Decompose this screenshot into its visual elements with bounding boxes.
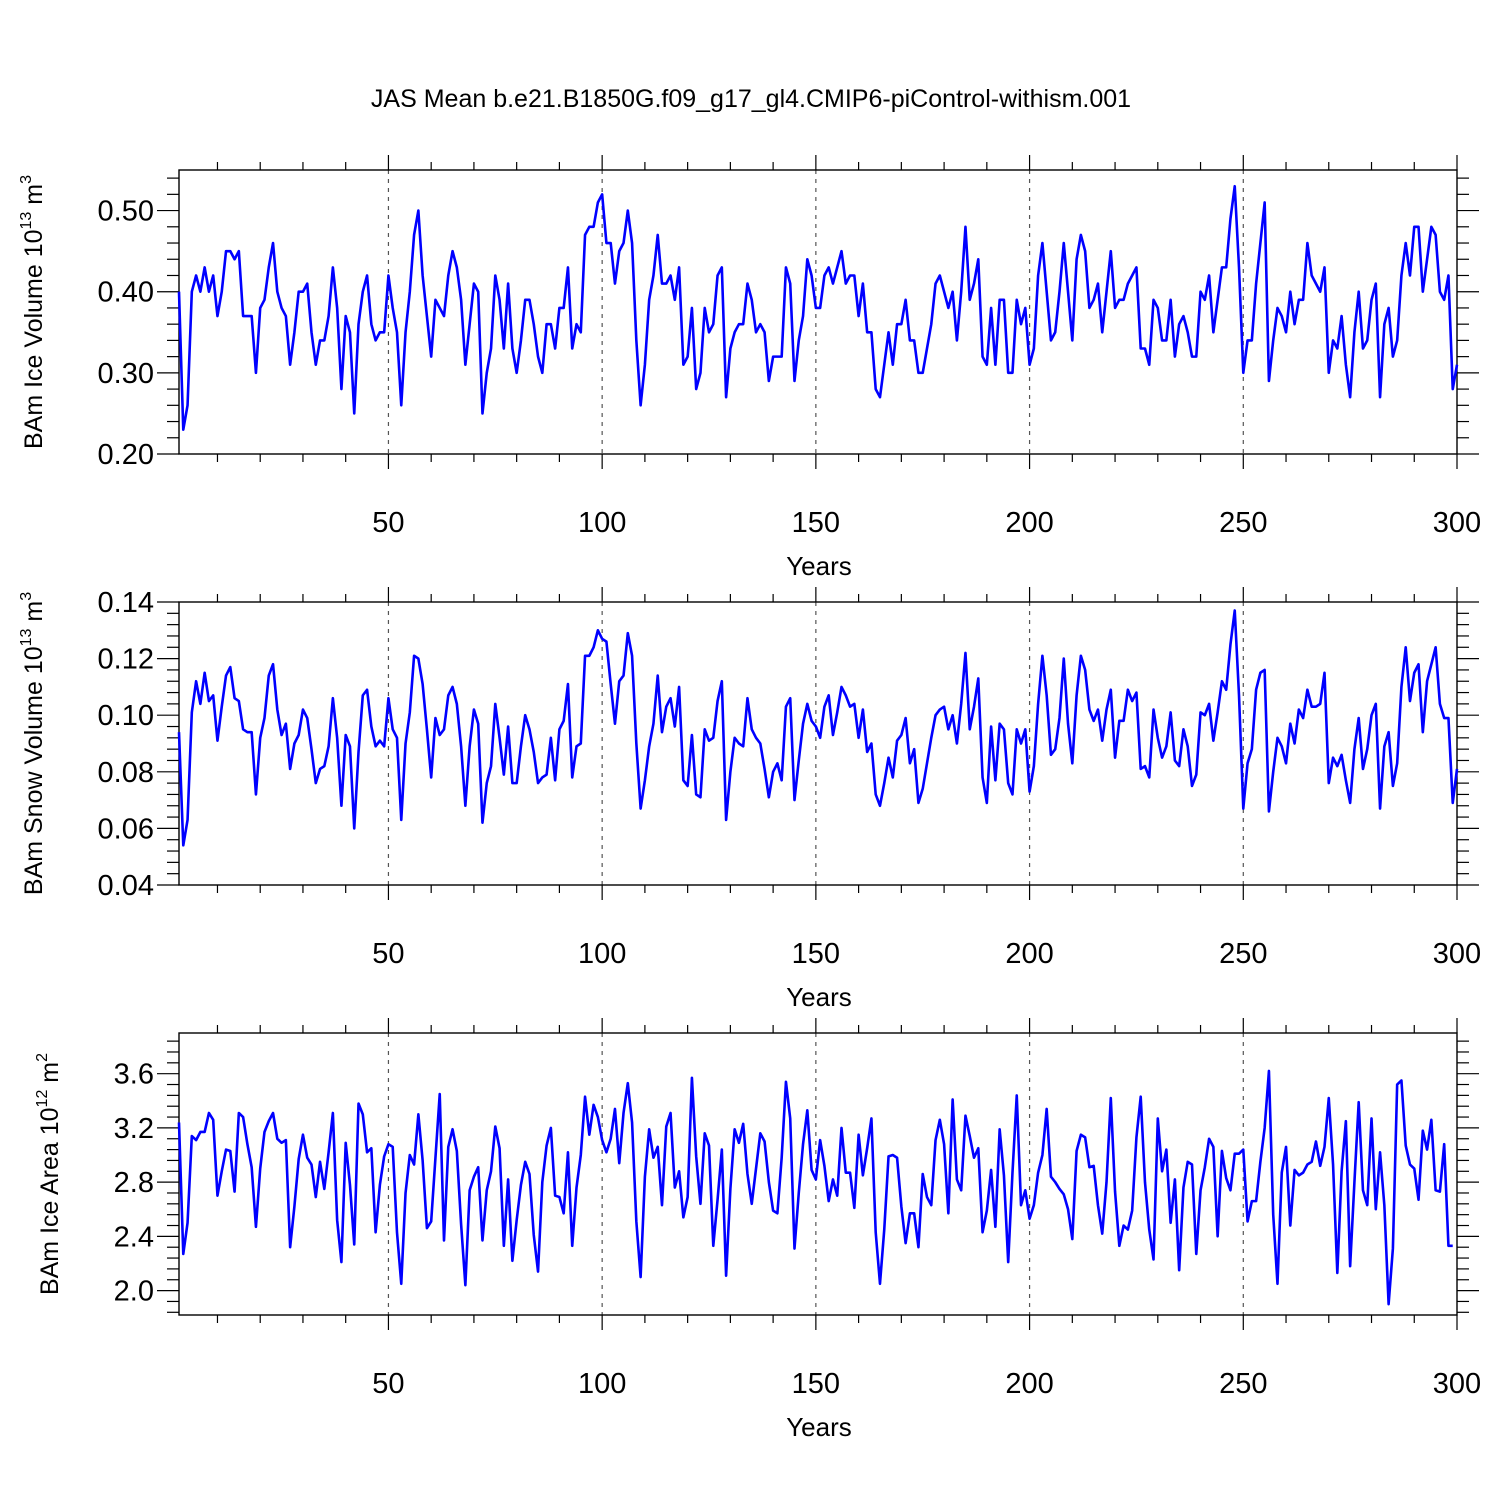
x-tick-label: 150 <box>792 1368 840 1400</box>
panels: 50 100 150 200 250 3000.200.300.400.50YearsBA… <box>18 155 1481 1442</box>
y-tick-label: 3.2 <box>114 1113 154 1145</box>
x-tick-label: 250 <box>1219 938 1267 970</box>
y-label-unit-exponent: 2 <box>34 1053 51 1062</box>
chart-title: JAS Mean b.e21.B1850G.f09_g17_gl4.CMIP6-… <box>371 85 1131 113</box>
y-tick-label: 0.06 <box>98 813 154 845</box>
x-tick-label: 300 <box>1433 938 1481 970</box>
plot-frame <box>178 1032 1458 1316</box>
y-label-unit-exponent: 3 <box>18 175 35 184</box>
y-tick-label: 2.8 <box>114 1167 154 1199</box>
x-axis-label: Years <box>786 982 852 1012</box>
x-tick-label: 300 <box>1433 1368 1481 1400</box>
x-tick-label: 50 <box>372 938 404 970</box>
y-label-unit-exponent: 3 <box>18 592 35 601</box>
y-tick-label: 0.40 <box>98 277 154 309</box>
panel-3: 50 100 150 200 250 300 2.0 2.4 2.8 3.2 3.6 Years BAm… <box>34 1018 1481 1442</box>
y-tick-label: 0.50 <box>98 196 154 228</box>
y-tick-label: 0.08 <box>98 757 154 789</box>
x-axis-label: Years <box>786 1412 852 1442</box>
y-tick-label: 0.20 <box>98 439 154 471</box>
x-tick-label: 50 <box>372 1368 404 1400</box>
y-tick-label: 2.0 <box>114 1276 154 1308</box>
y-axis-label: BAm Snow Volume 1013 m3 <box>18 592 48 895</box>
panel-1: 50 100 150 200 250 300 0.20 0.30 0.40 0.50 Years BA… <box>18 155 1481 581</box>
y-label-unit: m <box>36 1062 64 1090</box>
y-label-exponent: 13 <box>18 628 35 646</box>
series-line <box>177 184 1459 431</box>
y-tick-label: 0.12 <box>98 644 154 676</box>
y-tick-label: 0.30 <box>98 358 154 390</box>
x-tick-label: 250 <box>1219 1368 1267 1400</box>
x-tick-label: 100 <box>578 507 626 539</box>
x-tick-label: 150 <box>792 507 840 539</box>
x-tick-label: 50 <box>372 507 404 539</box>
x-tick-label: 200 <box>1005 938 1053 970</box>
x-tick-label: 100 <box>578 938 626 970</box>
y-tick-label: 2.4 <box>114 1221 154 1253</box>
x-axis-label: Years <box>786 551 852 581</box>
y-label-exponent: 12 <box>34 1090 51 1108</box>
y-label-exponent: 13 <box>18 212 35 230</box>
y-label-text: BAm Ice Area 10 <box>36 1107 64 1295</box>
y-label-unit: m <box>20 184 48 212</box>
y-axis-label: BAm Ice Area 1012 m2 <box>34 1053 64 1295</box>
x-tick-label: 200 <box>1005 1368 1053 1400</box>
y-axis-label: BAm Ice Volume 1013 m3 <box>18 175 48 449</box>
y-tick-label: 0.10 <box>98 700 154 732</box>
series-line <box>177 1069 1453 1306</box>
x-tick-label: 150 <box>792 938 840 970</box>
y-tick-label: 0.04 <box>98 870 154 902</box>
y-label-unit: m <box>20 601 48 629</box>
y-label-text: BAm Snow Volume 10 <box>20 646 48 895</box>
panel-2: 50 100 150 200 250 300 0.04 0.06 0.08 0.10 0.12 0.1… <box>18 587 1481 1012</box>
x-tick-label: 250 <box>1219 507 1267 539</box>
plot-frame <box>178 601 1458 886</box>
y-tick-label: 0.14 <box>98 587 154 619</box>
y-tick-label: 3.6 <box>114 1059 154 1091</box>
x-tick-label: 200 <box>1005 507 1053 539</box>
series-line <box>177 609 1459 847</box>
y-label-text: BAm Ice Volume 10 <box>20 229 48 449</box>
x-tick-label: 300 <box>1433 507 1481 539</box>
x-tick-label: 100 <box>578 1368 626 1400</box>
